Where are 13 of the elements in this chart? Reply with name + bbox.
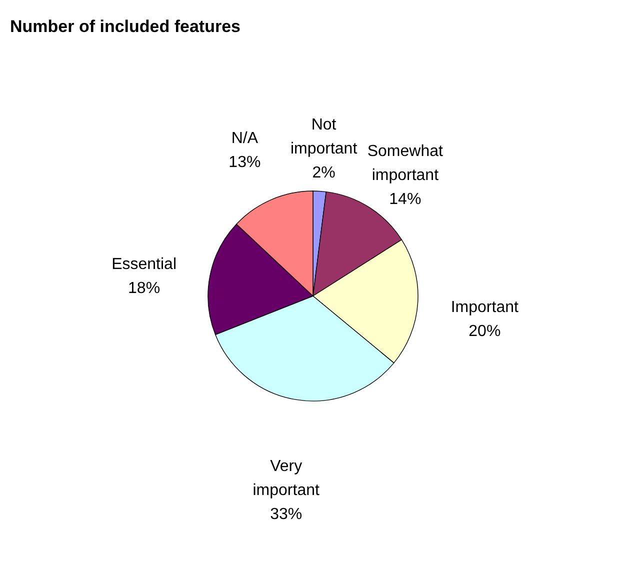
data-label: 20%: [468, 322, 501, 340]
data-label: 18%: [128, 280, 160, 297]
data-label: 14%: [389, 190, 422, 208]
slice-label: Essential: [112, 256, 177, 273]
slice-label: Not important: [290, 116, 358, 158]
slice-label: Very important: [252, 458, 320, 499]
slice-label: Important: [450, 298, 520, 316]
slice-label: N/A: [231, 130, 258, 148]
slice-label: Somewhat important: [367, 142, 444, 184]
data-label: 33%: [270, 506, 302, 523]
chart-title: Number of included features: [10, 17, 240, 36]
data-label: 13%: [228, 154, 261, 172]
data-label: 2%: [312, 164, 336, 182]
